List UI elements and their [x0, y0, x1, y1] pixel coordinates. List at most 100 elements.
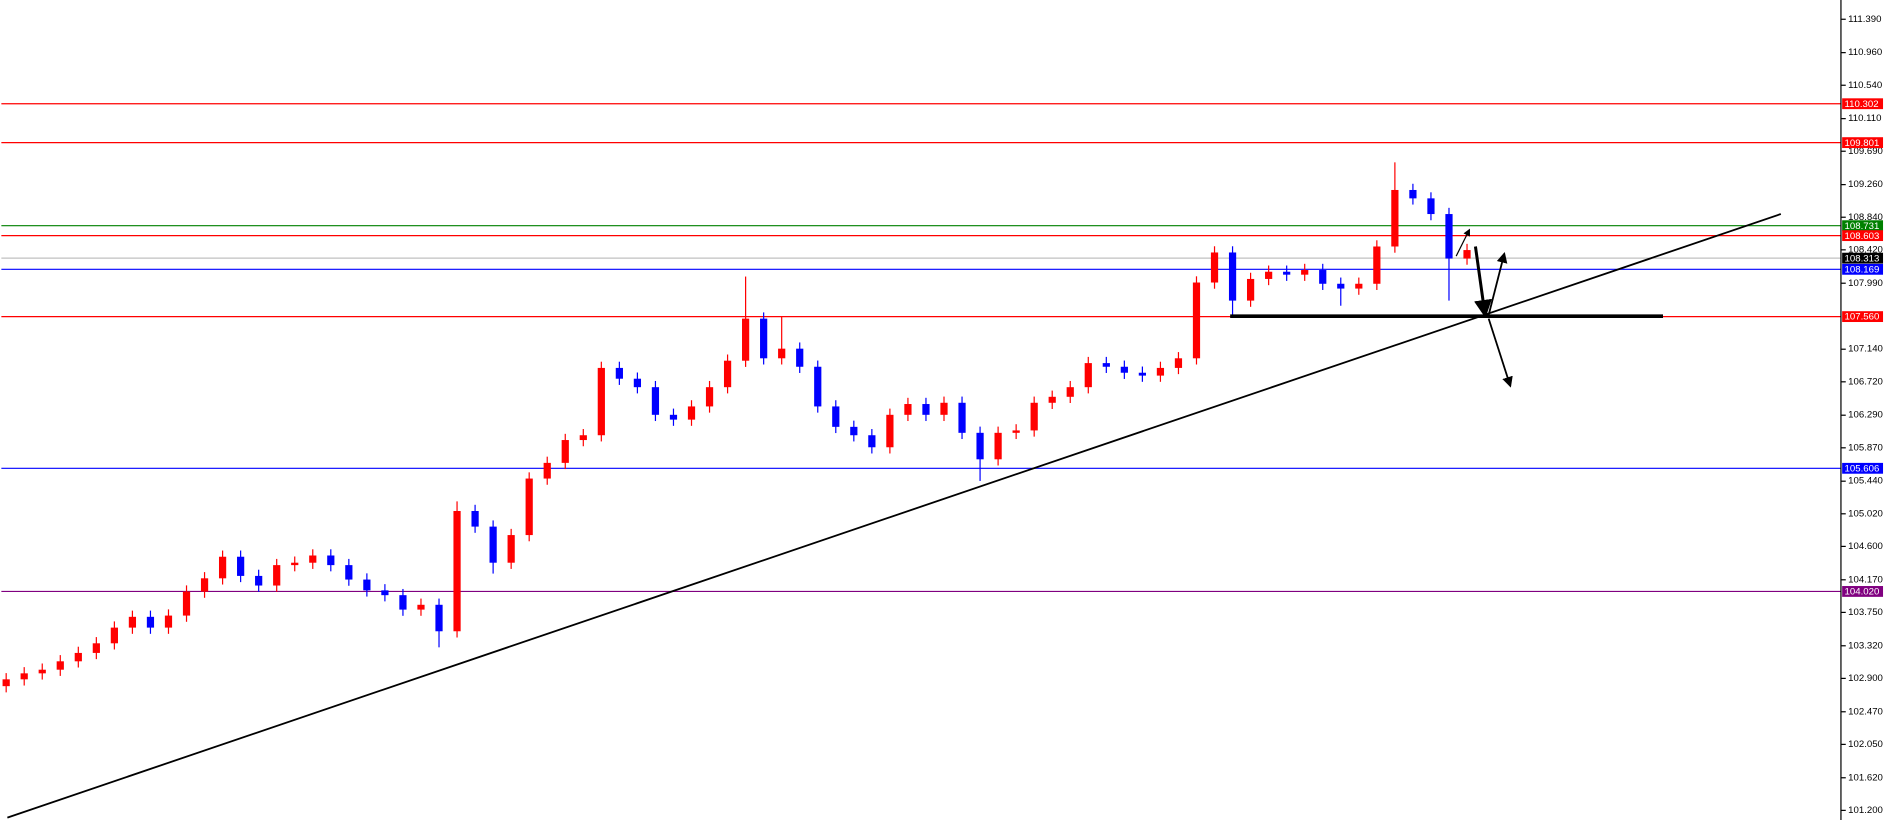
candle-body: [291, 562, 299, 566]
y-tick-label: 104.600: [1848, 541, 1883, 552]
candle-body: [1463, 250, 1471, 259]
candle-body: [543, 462, 551, 479]
candle-body: [363, 579, 371, 591]
candle-body: [164, 615, 173, 628]
candle-body: [1246, 278, 1255, 301]
level-label: 110.302: [1845, 99, 1879, 110]
candle-body: [182, 591, 191, 616]
candle-body: [687, 406, 696, 420]
candle-body: [1409, 189, 1417, 199]
candle-body: [760, 318, 768, 359]
candle-body: [435, 604, 443, 632]
arrow: [1487, 318, 1513, 388]
candle-body: [20, 673, 28, 680]
candle-body: [651, 387, 660, 415]
candle-body: [56, 661, 64, 670]
candle-body: [958, 402, 966, 433]
candle-body: [345, 565, 353, 580]
candle-body: [814, 366, 822, 407]
level-label-box: [1842, 137, 1884, 149]
y-tick-label: 102.900: [1848, 673, 1883, 684]
candle-body: [1156, 367, 1165, 376]
candle-body: [1102, 363, 1110, 367]
candle-body: [1138, 372, 1146, 376]
level-label: 107.560: [1845, 312, 1880, 323]
candle-body: [832, 406, 840, 427]
candle-body: [417, 604, 425, 610]
y-tick-label: 108.420: [1848, 244, 1883, 255]
level-label: 108.603: [1845, 231, 1880, 242]
candle-body: [1120, 366, 1128, 373]
candle-body: [1319, 270, 1327, 284]
y-tick-label: 106.290: [1848, 410, 1883, 421]
candle-body: [2, 679, 10, 687]
candle-body: [561, 440, 569, 463]
candle-body: [1192, 282, 1201, 359]
y-tick-label: 102.050: [1848, 739, 1883, 750]
candle-body: [579, 435, 587, 441]
y-tick-label: 104.170: [1848, 574, 1883, 585]
y-tick-label: 110.110: [1848, 113, 1881, 124]
level-label-box: [1842, 586, 1884, 597]
candle-body: [1210, 252, 1219, 283]
drawings: [7, 213, 1782, 819]
candle-body: [778, 348, 786, 359]
level-label: 108.313: [1845, 253, 1880, 264]
arrow: [1473, 246, 1492, 318]
candle-body: [74, 652, 82, 662]
level-label-box: [1842, 263, 1884, 275]
candle-body: [399, 595, 407, 610]
y-tick-label: 103.320: [1848, 640, 1883, 651]
y-tick-label: 105.870: [1848, 442, 1883, 453]
candle-body: [1445, 214, 1453, 259]
level-label-box: [1842, 462, 1884, 474]
candle-body: [994, 432, 1002, 460]
candle-body: [1355, 283, 1363, 289]
y-tick-label: 109.690: [1848, 146, 1883, 157]
arrow: [1455, 228, 1470, 257]
candle-body: [850, 426, 858, 436]
level-label-box: [1842, 98, 1884, 110]
candle-body: [92, 643, 100, 653]
y-tick-label: 110.540: [1848, 80, 1882, 91]
candle-body: [110, 627, 118, 644]
y-tick-label: 101.620: [1848, 772, 1883, 783]
candle-body: [471, 511, 479, 527]
candle-body: [525, 478, 533, 536]
candle-body: [218, 556, 227, 579]
candle-body: [309, 555, 317, 563]
y-tick-label: 102.470: [1848, 706, 1883, 717]
y-tick-label: 105.440: [1848, 476, 1883, 487]
candle-body: [255, 575, 263, 586]
candle-body: [1084, 363, 1092, 388]
candle-body: [1427, 198, 1435, 215]
candle-body: [327, 555, 335, 566]
candle-body: [904, 404, 912, 415]
y-tick-label: 103.750: [1848, 607, 1883, 618]
y-tick-label: 106.720: [1848, 376, 1883, 387]
candle-body: [1228, 252, 1237, 301]
y-tick-label: 107.140: [1848, 344, 1883, 355]
candle-body: [1012, 430, 1020, 433]
candle-body: [922, 404, 930, 415]
candle-body: [1283, 271, 1291, 275]
candle-body: [796, 348, 804, 367]
candle-body: [597, 367, 605, 436]
level-label: 108.731: [1845, 221, 1880, 232]
y-tick-label: 105.020: [1848, 508, 1883, 519]
candle-body: [146, 616, 155, 628]
candle-body: [1030, 402, 1038, 431]
level-label-box: [1842, 252, 1884, 264]
level-label-box: [1842, 311, 1884, 323]
y-tick-label: 109.260: [1848, 179, 1883, 190]
candle-body: [615, 367, 623, 379]
candle-body: [940, 402, 948, 415]
level-label: 108.169: [1845, 264, 1880, 275]
y-tick-label: 108.840: [1848, 212, 1883, 223]
candle-body: [38, 669, 46, 674]
candle-body: [1066, 387, 1074, 397]
candle-body: [723, 360, 732, 388]
y-tick-label: 111.390: [1848, 14, 1881, 25]
